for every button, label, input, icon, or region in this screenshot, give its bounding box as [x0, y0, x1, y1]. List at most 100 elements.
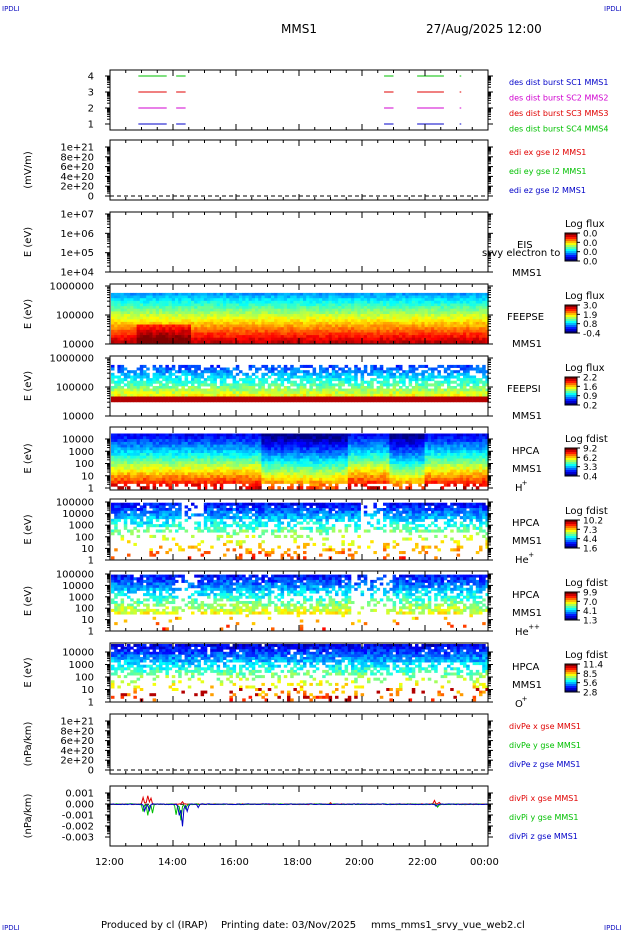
spectrogram-cell: [210, 295, 214, 299]
spectrogram-cell: [267, 367, 272, 371]
spectrogram-cell: [287, 327, 291, 331]
spectrogram-cell: [242, 335, 246, 339]
spectrogram-cell: [114, 396, 118, 400]
spectrogram-cell: [280, 399, 285, 403]
spectrogram-cell: [200, 306, 205, 310]
spectrogram-cell: [197, 466, 201, 470]
spectrogram-cell: [149, 388, 153, 392]
spectrogram-cell: [152, 453, 157, 457]
spectrogram-cell: [437, 386, 441, 390]
spectrogram-cell: [242, 372, 246, 376]
spectrogram-cell: [194, 295, 198, 299]
spectrogram-cell: [152, 378, 157, 382]
spectrogram-cell: [219, 436, 224, 440]
spectrogram-cell: [424, 396, 429, 400]
spectrogram-cell: [411, 324, 416, 328]
spectrogram-cell: [136, 321, 141, 325]
spectrogram-cell: [136, 308, 141, 312]
spectrogram-cell: [210, 466, 214, 470]
spectrogram-cell: [453, 335, 457, 339]
spectrogram-cell: [447, 295, 451, 299]
spectrogram-cell: [479, 319, 483, 323]
spectrogram-cell: [312, 391, 317, 395]
spectrogram-cell: [405, 308, 409, 312]
spectrogram-cell: [223, 436, 227, 440]
spectrogram-cell: [251, 308, 256, 312]
spectrogram-cell: [344, 393, 349, 397]
spectrogram-cell: [127, 306, 131, 310]
spectrogram-cell: [354, 370, 358, 374]
spectrogram-cell: [130, 340, 134, 344]
spectrogram-cell: [207, 393, 211, 397]
spectrogram-cell: [363, 303, 368, 307]
spectrogram-cell: [447, 327, 451, 331]
spectrogram-cell: [427, 399, 432, 403]
spectrogram-cell: [171, 439, 176, 443]
spectrogram-cell: [178, 441, 182, 446]
spectrogram-cell: [139, 295, 144, 299]
spectrogram-cell: [175, 319, 179, 323]
spectrogram-cell: [347, 391, 352, 395]
spectrogram-cell: [360, 314, 365, 318]
spectrogram-cell: [127, 337, 131, 341]
spectrogram-cell: [159, 441, 163, 446]
spectrogram-cell: [139, 364, 144, 368]
spectrogram-cell: [443, 319, 448, 323]
spectrogram-cell: [415, 393, 419, 397]
spectrogram-cell: [456, 306, 461, 310]
spectrogram-cell: [117, 298, 121, 302]
spectrogram-cell: [175, 292, 179, 296]
spectrogram-cell: [331, 393, 336, 397]
spectrogram-cell: [210, 298, 214, 302]
spectrogram-cell: [466, 300, 470, 304]
spectrogram-cell: [168, 378, 173, 382]
spectrogram-cell: [325, 311, 329, 315]
spectrogram-cell: [431, 340, 435, 344]
spectrogram-cell: [203, 453, 208, 457]
spectrogram-cell: [207, 469, 211, 473]
spectrogram-cell: [187, 388, 192, 392]
spectrogram-cell: [376, 300, 381, 304]
spectrogram-cell: [303, 324, 307, 328]
spectrogram-cell: [165, 298, 169, 302]
spectrogram-cell: [434, 321, 438, 325]
spectrogram-cell: [418, 321, 422, 325]
spectrogram-cell: [331, 314, 336, 318]
spectrogram-cell: [319, 295, 323, 299]
spectrogram-cell: [379, 324, 384, 328]
spectrogram-cell: [482, 321, 486, 325]
colorbar-cell: [565, 391, 577, 394]
spectrogram-cell: [200, 391, 205, 395]
spectrogram-cell: [354, 324, 358, 328]
spectrogram-cell: [139, 472, 144, 476]
spectrogram-cell: [120, 453, 125, 457]
spectrogram-cell: [239, 295, 243, 299]
spectrogram-cell: [434, 386, 438, 390]
spectrogram-cell: [450, 308, 454, 312]
spectrogram-cell: [111, 303, 115, 307]
spectrogram-cell: [267, 332, 272, 336]
spectrogram-cell: [469, 308, 473, 312]
spectrogram-cell: [146, 477, 150, 482]
spectrogram-cell: [171, 393, 176, 397]
spectrogram-cell: [219, 486, 224, 490]
spectrogram-cell: [127, 477, 131, 482]
spectrogram-cell: [127, 332, 131, 336]
spectrogram-cell: [216, 458, 221, 462]
spectrogram-cell: [370, 319, 374, 323]
spectrogram-cell: [136, 295, 141, 299]
spectrogram-cell: [117, 375, 121, 379]
spectrogram-cell: [155, 444, 160, 448]
spectrogram-cell: [459, 298, 464, 302]
spectrogram-cell: [162, 298, 166, 302]
spectrogram-cell: [424, 386, 429, 390]
spectrogram-cell: [280, 319, 285, 323]
spectrogram-cell: [127, 388, 131, 392]
spectrogram-cell: [443, 399, 448, 403]
spectrogram-cell: [120, 466, 125, 470]
spectrogram-cell: [168, 483, 173, 487]
spectrogram-cell: [277, 386, 281, 390]
spectrogram-cell: [453, 303, 457, 307]
spectrogram-cell: [360, 370, 365, 374]
spectrogram-cell: [197, 453, 201, 457]
